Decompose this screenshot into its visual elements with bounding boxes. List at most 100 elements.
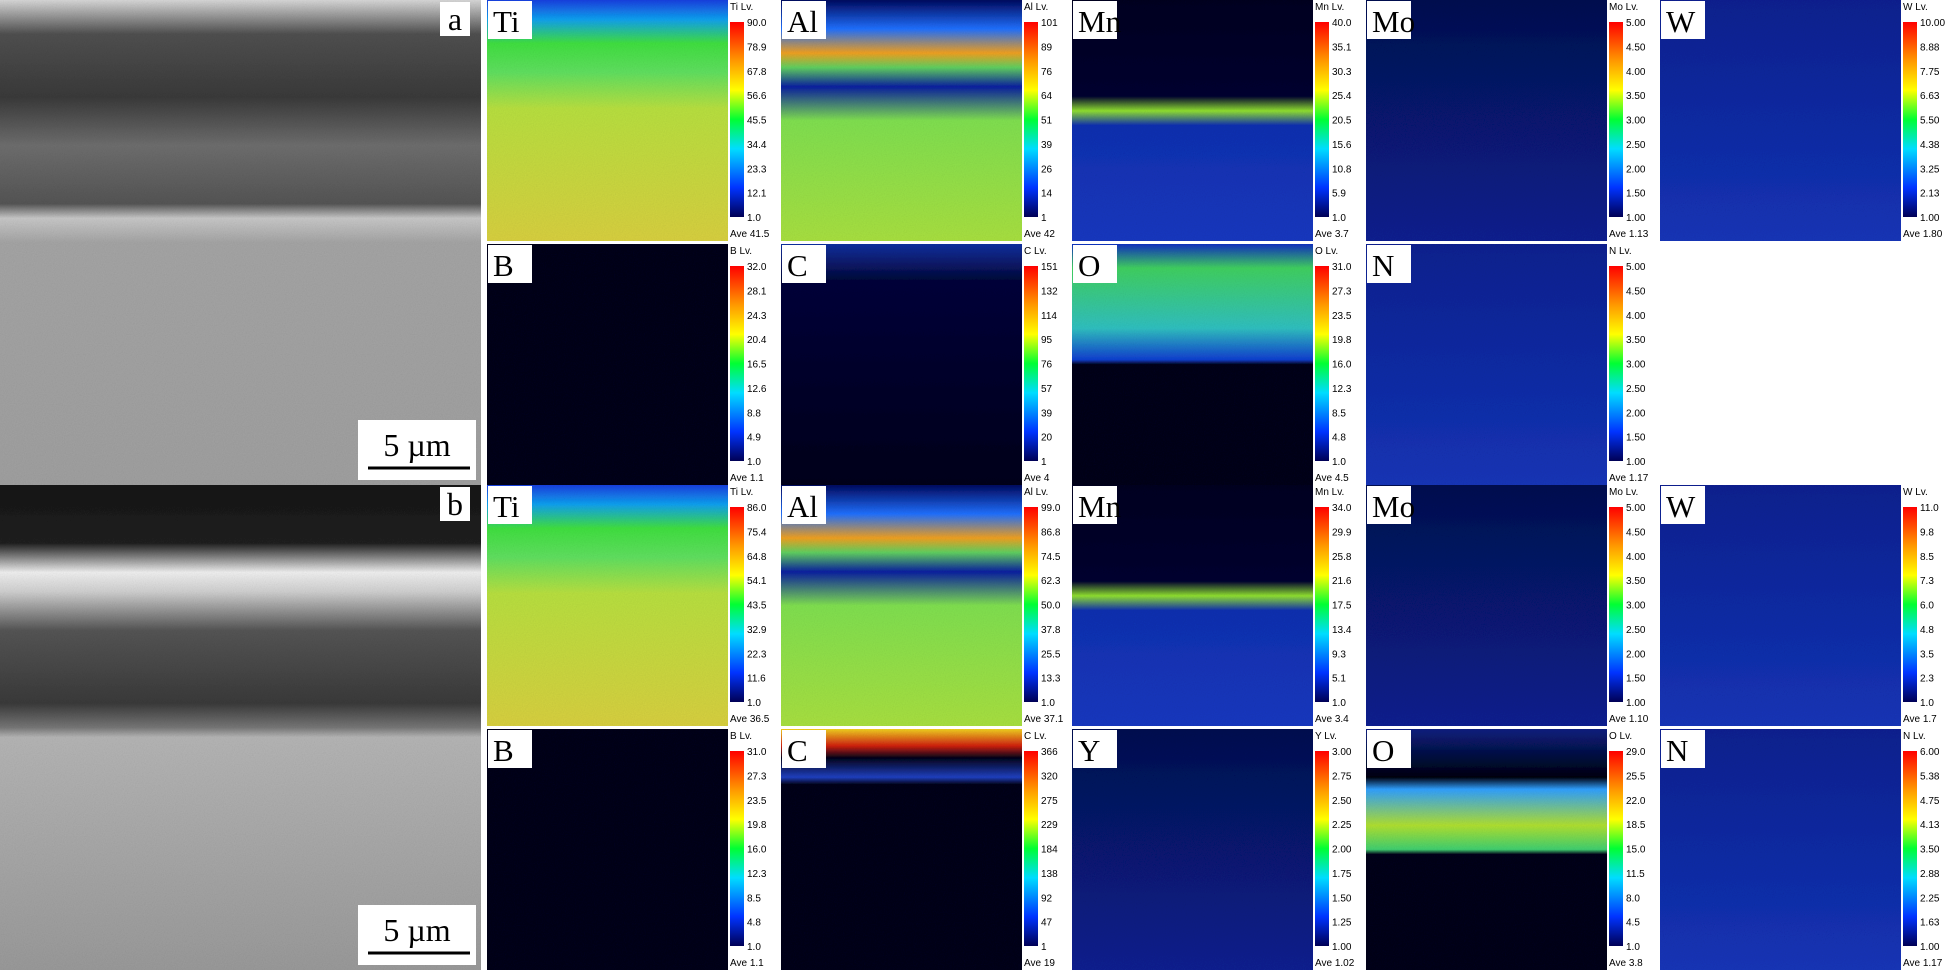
color-bar-tick: 18.5 — [1626, 820, 1646, 831]
color-bar — [1903, 751, 1917, 946]
color-bar-tick: 43.5 — [747, 601, 767, 612]
color-bar-tick: 45.5 — [747, 116, 767, 127]
color-bar-tick: 22.0 — [1626, 796, 1646, 807]
element-label: B — [493, 733, 514, 768]
element-label-box — [1367, 486, 1411, 524]
element-label-box — [488, 730, 532, 768]
color-bar-tick: 3.00 — [1626, 601, 1646, 612]
color-bar — [730, 22, 744, 217]
element-label-box — [1661, 730, 1705, 768]
level-label: Al Lv. — [1024, 487, 1048, 498]
color-bar-tick: 12.6 — [747, 384, 767, 395]
color-bar-tick: 1 — [1041, 942, 1047, 953]
color-bar-tick: 99.0 — [1041, 503, 1061, 514]
color-bar-tick: 9.8 — [1920, 527, 1934, 538]
color-bar — [1024, 22, 1038, 217]
color-bar-tick: 101 — [1041, 18, 1058, 29]
average-label: Ave 1.1 — [730, 958, 764, 969]
level-label: N Lv. — [1903, 731, 1926, 742]
color-bar-tick: 64 — [1041, 91, 1053, 102]
element-label-box — [1367, 245, 1411, 283]
color-bar-tick: 275 — [1041, 796, 1058, 807]
color-bar-tick: 30.3 — [1332, 67, 1352, 78]
color-bar-tick: 15.0 — [1626, 845, 1646, 856]
color-bar-tick: 13.3 — [1041, 674, 1061, 685]
element-label: W — [1666, 4, 1696, 39]
average-label: Ave 36.5 — [730, 714, 770, 725]
color-bar-tick: 1.0 — [747, 942, 761, 953]
color-bar-tick: 28.1 — [747, 286, 767, 297]
color-bar-tick: 50.0 — [1041, 601, 1061, 612]
color-bar-tick: 2.25 — [1332, 820, 1352, 831]
color-bar-tick: 11.0 — [1920, 503, 1939, 514]
color-bar-tick: 8.5 — [1332, 408, 1346, 419]
element-map — [487, 485, 728, 726]
average-label: Ave 3.4 — [1315, 714, 1349, 725]
color-bar-tick: 34.4 — [747, 140, 767, 151]
color-bar-tick: 10.8 — [1332, 164, 1352, 175]
element-label: Mn — [1078, 489, 1122, 524]
element-label: O — [1078, 248, 1100, 283]
color-bar-tick: 1.0 — [1626, 942, 1640, 953]
scale-bar-box — [358, 905, 476, 965]
color-bar-tick: 3.50 — [1920, 845, 1940, 856]
color-bar-tick: 7.75 — [1920, 67, 1940, 78]
color-bar-tick: 138 — [1041, 869, 1058, 880]
color-bar-tick: 11.5 — [1626, 869, 1645, 880]
color-bar-tick: 4.50 — [1626, 286, 1646, 297]
average-label: Ave 1.13 — [1609, 229, 1649, 240]
color-bar-tick: 1.0 — [1332, 698, 1346, 709]
color-bar-tick: 15.6 — [1332, 140, 1352, 151]
color-bar-tick: 1 — [1041, 457, 1047, 468]
color-bar-tick: 2.25 — [1920, 893, 1940, 904]
level-label: Ti Lv. — [730, 2, 753, 13]
element-label: Al — [787, 4, 818, 39]
color-bar-tick: 4.00 — [1626, 311, 1646, 322]
level-label: Mn Lv. — [1315, 2, 1344, 13]
color-bar — [1903, 507, 1917, 702]
color-bar-tick: 151 — [1041, 262, 1058, 273]
element-label: N — [1372, 248, 1394, 283]
level-label: B Lv. — [730, 731, 752, 742]
element-map — [1366, 485, 1607, 726]
average-label: Ave 4 — [1024, 473, 1050, 484]
color-bar-tick: 8.5 — [1920, 552, 1934, 563]
color-bar-tick: 4.75 — [1920, 796, 1940, 807]
color-bar-tick: 17.5 — [1332, 601, 1352, 612]
color-bar-tick: 5.00 — [1626, 262, 1646, 273]
level-label: Y Lv. — [1315, 731, 1337, 742]
color-bar-tick: 16.5 — [747, 360, 767, 371]
average-label: Ave 41.5 — [730, 229, 770, 240]
level-label: C Lv. — [1024, 731, 1047, 742]
color-bar-tick: 25.5 — [1626, 771, 1646, 782]
element-map — [1660, 729, 1901, 970]
level-label: O Lv. — [1315, 246, 1338, 257]
color-bar-tick: 2.13 — [1920, 189, 1940, 200]
scale-bar-box — [358, 420, 476, 480]
color-bar-tick: 1.00 — [1920, 213, 1940, 224]
color-bar-tick: 29.9 — [1332, 527, 1352, 538]
color-bar-tick: 8.5 — [747, 893, 761, 904]
sem-image — [0, 0, 481, 485]
element-label: O — [1372, 733, 1394, 768]
element-label-box — [1367, 1, 1411, 39]
color-bar-tick: 4.50 — [1626, 42, 1646, 53]
color-bar-tick: 1.00 — [1920, 942, 1940, 953]
color-bar — [1315, 751, 1329, 946]
element-map — [487, 729, 728, 970]
color-bar-tick: 16.0 — [747, 845, 767, 856]
level-label: Mn Lv. — [1315, 487, 1344, 498]
color-bar-tick: 11.6 — [747, 674, 766, 685]
color-bar-tick: 1.00 — [1626, 457, 1646, 468]
color-bar-tick: 20.4 — [747, 335, 767, 346]
color-bar-tick: 3.00 — [1332, 747, 1352, 758]
color-bar-tick: 1.0 — [1041, 698, 1055, 709]
scale-bar-text: 5 µm — [383, 912, 450, 948]
element-map — [1660, 0, 1901, 241]
element-map — [487, 0, 728, 241]
color-bar-tick: 74.5 — [1041, 552, 1061, 563]
color-bar — [1609, 751, 1623, 946]
level-label: O Lv. — [1609, 731, 1632, 742]
color-bar-tick: 4.9 — [747, 433, 761, 444]
